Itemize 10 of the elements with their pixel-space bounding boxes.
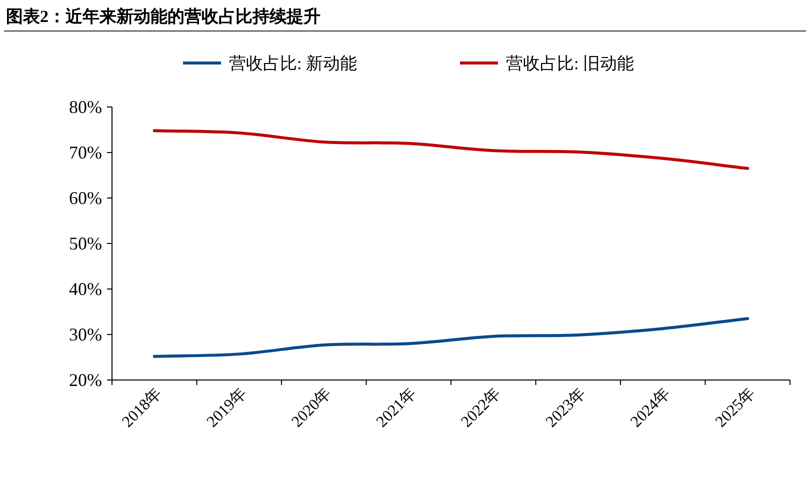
y-tick-label: 50%	[69, 234, 102, 254]
y-tick-label: 20%	[69, 370, 102, 390]
y-tick-label: 80%	[69, 97, 102, 117]
legend-label: 营收占比: 旧动能	[506, 54, 634, 73]
legend-label: 营收占比: 新动能	[229, 54, 357, 73]
y-tick-label: 70%	[69, 142, 102, 162]
y-tick-label: 30%	[69, 324, 102, 344]
y-tick-label: 60%	[69, 188, 102, 208]
title: 图表2：近年来新动能的营收占比持续提升	[6, 7, 320, 26]
y-tick-label: 40%	[69, 279, 102, 299]
